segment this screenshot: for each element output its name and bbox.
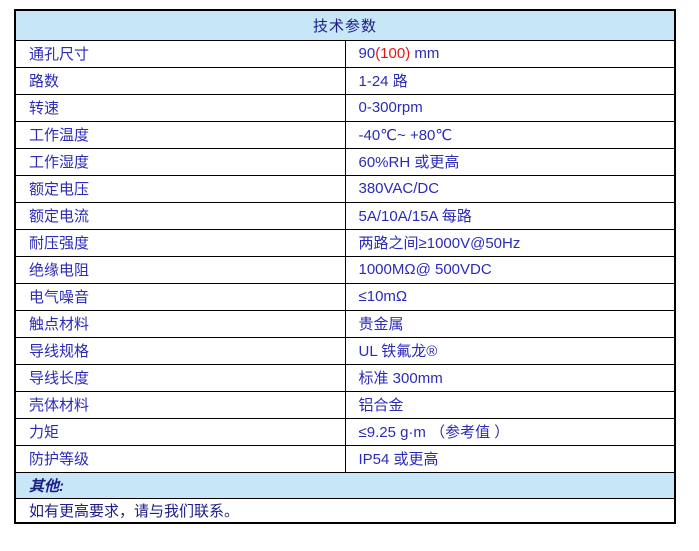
spec-label: 导线规格 xyxy=(14,336,346,365)
spec-value: 1000MΩ@ 500VDC xyxy=(344,255,676,284)
spec-label: 额定电压 xyxy=(14,174,346,203)
footer-row: 如有更高要求，请与我们联系。 xyxy=(14,497,676,524)
spec-label: 工作温度 xyxy=(14,120,346,149)
spec-value: ≤10mΩ xyxy=(344,282,676,311)
technical-parameters-table: 技术参数 通孔尺寸 90(100) mm 路数 1-24 路 转速 0-300r… xyxy=(14,9,676,524)
value-part-blue: 90 xyxy=(358,45,376,62)
footer-note: 如有更高要求，请与我们联系。 xyxy=(14,497,676,524)
spec-value: 90(100) mm xyxy=(344,39,676,68)
spec-value: 1-24 路 xyxy=(344,66,676,95)
table-row: 触点材料 贵金属 xyxy=(14,309,676,338)
spec-value: 两路之间≥1000V@50Hz xyxy=(344,228,676,257)
spec-value: 铝合金 xyxy=(344,390,676,419)
spec-label: 通孔尺寸 xyxy=(14,39,346,68)
spec-value: -40℃~ +80℃ xyxy=(344,120,676,149)
spec-value: UL 铁氟龙® xyxy=(344,336,676,365)
spec-value: IP54 或更高 xyxy=(344,444,676,473)
spec-label: 防护等级 xyxy=(14,444,346,473)
spec-label: 耐压强度 xyxy=(14,228,346,257)
table-row: 通孔尺寸 90(100) mm xyxy=(14,39,676,68)
table-row: 绝缘电阻 1000MΩ@ 500VDC xyxy=(14,255,676,284)
spec-value: 贵金属 xyxy=(344,309,676,338)
spec-label: 电气噪音 xyxy=(14,282,346,311)
table-header-row: 技术参数 xyxy=(14,9,676,41)
table-row: 路数 1-24 路 xyxy=(14,66,676,95)
table-row: 工作温度 -40℃~ +80℃ xyxy=(14,120,676,149)
spec-value: 380VAC/DC xyxy=(344,174,676,203)
table-row: 壳体材料 铝合金 xyxy=(14,390,676,419)
table-row: 导线规格 UL 铁氟龙® xyxy=(14,336,676,365)
spec-value: ≤9.25 g·m （参考值 ） xyxy=(344,417,676,446)
spec-label: 路数 xyxy=(14,66,346,95)
value-part-unit: mm xyxy=(410,45,440,62)
spec-label: 壳体材料 xyxy=(14,390,346,419)
table-row: 防护等级 IP54 或更高 xyxy=(14,444,676,473)
table-row: 耐压强度 两路之间≥1000V@50Hz xyxy=(14,228,676,257)
table-row: 额定电压 380VAC/DC xyxy=(14,174,676,203)
spec-label: 转速 xyxy=(14,93,346,122)
spec-label: 力矩 xyxy=(14,417,346,446)
spec-label: 导线长度 xyxy=(14,363,346,392)
spec-label: 触点材料 xyxy=(14,309,346,338)
value-part-red: (100) xyxy=(375,45,411,62)
spec-label: 额定电流 xyxy=(14,201,346,230)
spec-value: 0-300rpm xyxy=(344,93,676,122)
other-section-label: 其他: xyxy=(14,471,676,499)
table-title: 技术参数 xyxy=(14,9,676,41)
table-row: 额定电流 5A/10A/15A 每路 xyxy=(14,201,676,230)
spec-label: 工作湿度 xyxy=(14,147,346,176)
spec-value: 标准 300mm xyxy=(344,363,676,392)
spec-label: 绝缘电阻 xyxy=(14,255,346,284)
spec-value: 60%RH 或更高 xyxy=(344,147,676,176)
table-row: 导线长度 标准 300mm xyxy=(14,363,676,392)
spec-value: 5A/10A/15A 每路 xyxy=(344,201,676,230)
other-section-row: 其他: xyxy=(14,471,676,499)
table-row: 力矩 ≤9.25 g·m （参考值 ） xyxy=(14,417,676,446)
table-row: 工作湿度 60%RH 或更高 xyxy=(14,147,676,176)
table-row: 转速 0-300rpm xyxy=(14,93,676,122)
table-row: 电气噪音 ≤10mΩ xyxy=(14,282,676,311)
